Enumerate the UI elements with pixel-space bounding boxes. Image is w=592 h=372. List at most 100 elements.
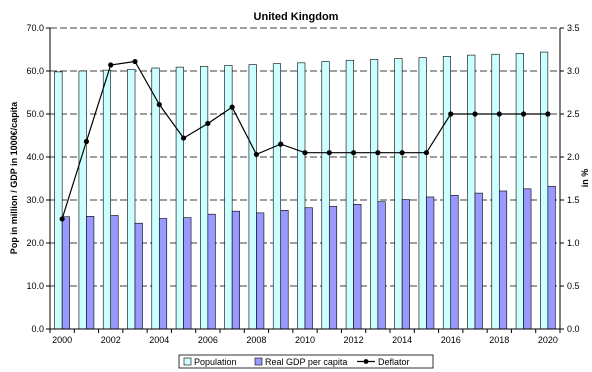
y-tick-label-left: 20.0 bbox=[26, 238, 44, 248]
gdp-bar bbox=[110, 215, 119, 330]
gdp-bar bbox=[304, 207, 313, 330]
y-axis-title-left: Pop in million / GDP in 1000€/capita bbox=[9, 101, 19, 254]
gdp-bar bbox=[450, 194, 459, 330]
deflator-point bbox=[132, 58, 138, 65]
deflator-point bbox=[180, 135, 187, 141]
bars bbox=[54, 51, 556, 330]
x-tick-label: 2006 bbox=[198, 335, 218, 345]
legend-marker-deflator bbox=[363, 359, 369, 364]
population-bar bbox=[272, 63, 282, 330]
x-tick-label: 2018 bbox=[489, 335, 509, 345]
x-tick-label: 2008 bbox=[246, 335, 266, 345]
deflator-point bbox=[83, 138, 90, 145]
x-tick-label: 2010 bbox=[295, 335, 315, 345]
y-tick-label-left: 10.0 bbox=[26, 281, 44, 291]
gdp-bar bbox=[353, 204, 362, 330]
deflator-line-group bbox=[59, 58, 551, 222]
gdp-bar bbox=[474, 192, 483, 330]
gdp-bar bbox=[523, 188, 532, 330]
y-tick-label-right: 3.5 bbox=[567, 23, 580, 33]
deflator-point bbox=[205, 120, 211, 127]
legend: Population Real GDP per capita Deflator bbox=[178, 354, 434, 369]
deflator-point bbox=[520, 111, 527, 117]
population-bar bbox=[297, 62, 306, 330]
legend-label-deflator: Deflator bbox=[378, 357, 410, 367]
y-tick-label-left: 0.0 bbox=[31, 324, 44, 334]
population-bar bbox=[102, 69, 112, 330]
deflator-point bbox=[59, 216, 65, 222]
population-bar bbox=[467, 54, 476, 330]
legend-label-population: Population bbox=[194, 357, 237, 367]
population-bar bbox=[151, 67, 160, 330]
gdp-bar bbox=[401, 199, 410, 330]
axes bbox=[46, 27, 564, 333]
y-tick-label-right: 1.0 bbox=[567, 238, 580, 248]
y-tick-label-right: 2.0 bbox=[567, 152, 580, 162]
gdp-bar bbox=[256, 212, 265, 330]
population-bar bbox=[54, 71, 63, 330]
deflator-point bbox=[278, 141, 284, 147]
legend-label-gdp: Real GDP per capita bbox=[265, 357, 347, 367]
y-tick-label-left: 60.0 bbox=[26, 66, 44, 76]
legend-swatch-population bbox=[183, 357, 192, 366]
gdp-bar bbox=[426, 196, 435, 330]
x-tick-label: 2002 bbox=[101, 335, 121, 345]
y-tick-label-right: 0.0 bbox=[567, 324, 580, 334]
population-bar bbox=[345, 59, 354, 330]
population-bar bbox=[491, 53, 500, 330]
deflator-point bbox=[423, 150, 430, 156]
population-bar bbox=[248, 64, 257, 330]
y-tick-label-left: 40.0 bbox=[26, 152, 44, 162]
deflator-point bbox=[253, 151, 260, 158]
gdp-bar bbox=[547, 185, 556, 330]
gdp-bar bbox=[86, 216, 95, 330]
population-bar bbox=[175, 66, 184, 330]
deflator-point bbox=[326, 150, 332, 156]
y-tick-label-left: 30.0 bbox=[26, 195, 44, 205]
deflator-point bbox=[496, 111, 502, 117]
population-bar bbox=[394, 58, 403, 330]
deflator-point bbox=[302, 150, 308, 156]
x-tick-label: 2000 bbox=[52, 335, 72, 345]
deflator-point bbox=[375, 150, 381, 156]
population-bar bbox=[540, 51, 549, 330]
population-bar bbox=[370, 59, 379, 330]
y-tick-label-right: 0.5 bbox=[567, 281, 580, 291]
population-bar bbox=[127, 68, 136, 330]
x-tick-label: 2020 bbox=[538, 335, 558, 345]
gdp-bar bbox=[61, 216, 70, 330]
deflator-point bbox=[472, 111, 478, 117]
legend-swatch-gdp bbox=[254, 357, 263, 366]
gdp-bar bbox=[158, 218, 168, 330]
x-tick-label: 2004 bbox=[149, 335, 169, 345]
y-axis-title-right: in % bbox=[580, 169, 590, 188]
y-tick-label-left: 70.0 bbox=[26, 23, 44, 33]
x-tick-label: 2016 bbox=[441, 335, 461, 345]
population-bar bbox=[321, 61, 330, 330]
gdp-bar bbox=[207, 213, 216, 330]
deflator-point bbox=[448, 111, 454, 117]
gdp-bar bbox=[134, 222, 143, 330]
deflator-point bbox=[399, 150, 405, 156]
chart-title: United Kingdom bbox=[254, 11, 339, 23]
deflator-point bbox=[229, 104, 235, 110]
population-bar bbox=[515, 53, 524, 330]
population-bar bbox=[418, 57, 427, 330]
y-tick-label-right: 3.0 bbox=[567, 66, 580, 76]
y-tick-label-right: 2.5 bbox=[567, 109, 580, 119]
deflator-point bbox=[545, 111, 551, 117]
gdp-bar bbox=[328, 206, 338, 330]
deflator-point bbox=[108, 62, 114, 68]
gdp-bar bbox=[183, 217, 192, 330]
tick-labels: 0.0 10.0 20.0 30.0 40.0 50.0 60.0 70.0 0.0 0.5 1.0… bbox=[26, 23, 579, 345]
y-tick-label-right: 1.5 bbox=[567, 195, 580, 205]
gdp-bar bbox=[231, 210, 240, 330]
gdp-bar bbox=[498, 190, 508, 330]
deflator-point bbox=[156, 101, 162, 108]
deflator-point bbox=[350, 150, 357, 156]
population-bar bbox=[78, 70, 87, 330]
legend-box bbox=[178, 354, 434, 369]
x-tick-label: 2014 bbox=[392, 335, 412, 345]
gdp-bar bbox=[280, 210, 289, 330]
